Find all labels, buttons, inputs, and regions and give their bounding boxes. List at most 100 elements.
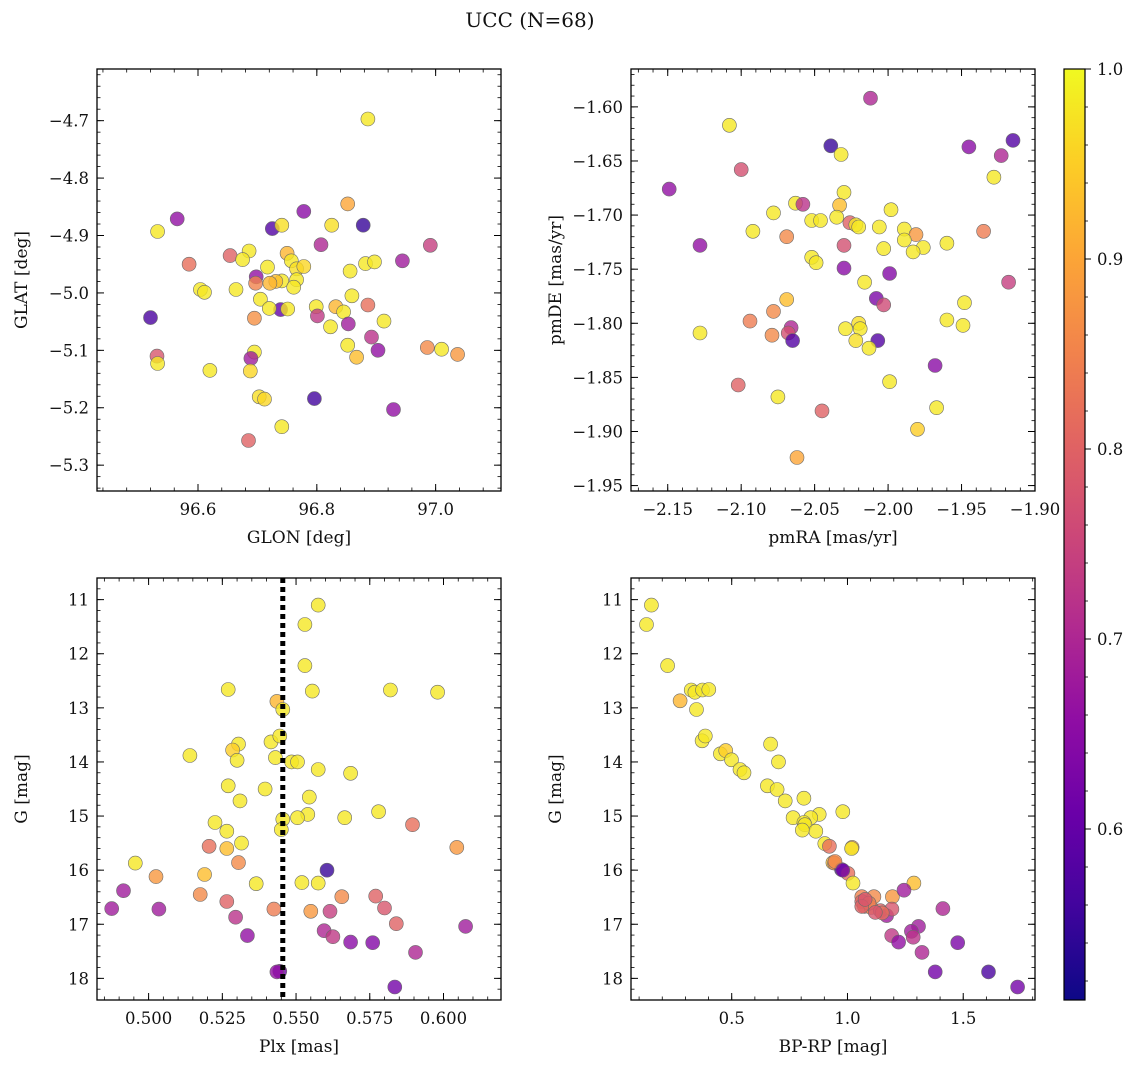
y-tick-label: 16	[602, 861, 623, 880]
y-axis-label: GLAT [deg]	[12, 231, 32, 329]
y-axis-label: G [mag]	[12, 754, 32, 823]
data-point	[310, 308, 325, 324]
data-point	[639, 617, 654, 632]
y-tick-label: −1.70	[572, 206, 623, 225]
data-point	[857, 274, 872, 290]
data-point	[935, 901, 951, 916]
y-tick-label: 13	[68, 699, 89, 718]
data-point	[148, 869, 164, 884]
data-point	[986, 169, 1002, 185]
data-point	[340, 337, 356, 353]
y-tick-label: −4.7	[49, 112, 89, 131]
data-point	[290, 810, 305, 826]
data-point	[241, 433, 256, 448]
x-tick-label: −2.15	[642, 500, 693, 519]
data-point	[294, 875, 310, 890]
data-point	[232, 793, 248, 809]
data-point	[724, 752, 739, 768]
data-point	[310, 762, 326, 777]
data-point	[116, 883, 131, 899]
data-point	[993, 148, 1009, 163]
data-point	[896, 882, 912, 898]
data-point	[851, 219, 867, 235]
scatter-panels: 96.6 96.8 97.0 −4.7 −4.8 −4.9 −5.0 −5.1 −5.2 −5.3…	[12, 68, 1061, 1057]
y-tick-label: 11	[602, 591, 623, 610]
data-point	[861, 340, 877, 356]
y-tick-label: −1.95	[572, 477, 623, 496]
y-tick-label: 18	[68, 969, 89, 988]
data-point	[661, 181, 677, 197]
x-tick-label: 1.5	[950, 1009, 976, 1028]
data-point	[829, 209, 845, 225]
data-point	[207, 815, 223, 830]
data-point	[896, 232, 912, 248]
data-point	[182, 748, 198, 763]
x-tick-label: 96.8	[298, 500, 335, 519]
data-point	[689, 702, 704, 717]
data-point	[235, 252, 250, 267]
y-tick-label: −1.60	[572, 98, 623, 117]
data-point	[197, 867, 212, 882]
data-point	[779, 229, 795, 244]
data-point	[906, 875, 922, 891]
data-point	[387, 979, 403, 995]
data-point	[128, 855, 143, 871]
data-point	[672, 693, 688, 709]
data-point	[697, 728, 713, 744]
y-tick-label: −1.85	[572, 368, 623, 387]
data-point	[785, 333, 800, 348]
data-point	[342, 263, 358, 279]
data-point	[310, 875, 326, 891]
y-tick-label: −1.75	[572, 260, 623, 279]
data-point	[192, 887, 208, 902]
y-tick-label: 13	[602, 699, 623, 718]
data-point	[355, 217, 371, 233]
points-group	[639, 597, 1025, 995]
colorbar-tick-label: 0.7	[1097, 630, 1123, 649]
data-point	[181, 256, 197, 272]
data-point	[823, 138, 839, 154]
data-point	[296, 259, 312, 274]
data-point	[795, 197, 811, 212]
x-tick-label: 96.6	[180, 500, 217, 519]
x-axis-label: BP-RP [mag]	[779, 1037, 888, 1057]
scatter-panel-2: −2.15 −2.10 −2.05 −2.00 −1.95 −1.90 −1.60 −1.65…	[546, 68, 1061, 548]
data-point	[367, 254, 382, 270]
data-point	[1001, 274, 1016, 290]
data-point	[779, 292, 795, 307]
x-tick-label: −1.90	[1010, 500, 1061, 519]
y-tick-label: 12	[68, 645, 89, 664]
data-point	[835, 862, 851, 878]
colorbar-tick-label: 0.9	[1097, 250, 1123, 269]
data-point	[766, 205, 781, 221]
data-point	[905, 929, 921, 945]
data-point	[104, 901, 119, 916]
data-point	[883, 202, 899, 217]
data-point	[388, 916, 404, 932]
data-point	[777, 793, 793, 809]
data-point	[243, 351, 259, 366]
data-point	[836, 238, 852, 253]
y-tick-label: −5.1	[49, 341, 89, 360]
colorbar: 0.6 0.7 0.8 0.9 1.0	[1063, 60, 1123, 1001]
y-tick-label: −1.80	[572, 314, 623, 333]
data-point	[814, 403, 830, 419]
data-point	[769, 782, 785, 797]
data-point	[450, 347, 465, 362]
colorbar-gradient	[1063, 68, 1086, 1001]
data-point	[957, 295, 972, 311]
data-point	[360, 297, 376, 313]
data-point	[961, 139, 977, 155]
y-tick-label: 18	[602, 969, 623, 988]
data-point	[383, 682, 398, 698]
data-point	[219, 841, 235, 856]
data-point	[882, 374, 897, 390]
x-axis-label: Plx [mas]	[259, 1037, 339, 1057]
y-tick-label: 14	[602, 753, 623, 772]
data-point	[202, 363, 218, 378]
data-point	[143, 310, 158, 325]
data-point	[871, 219, 887, 235]
data-point	[266, 901, 282, 917]
x-tick-label: 1.0	[834, 1009, 860, 1028]
x-tick-label: 0.525	[199, 1009, 246, 1028]
